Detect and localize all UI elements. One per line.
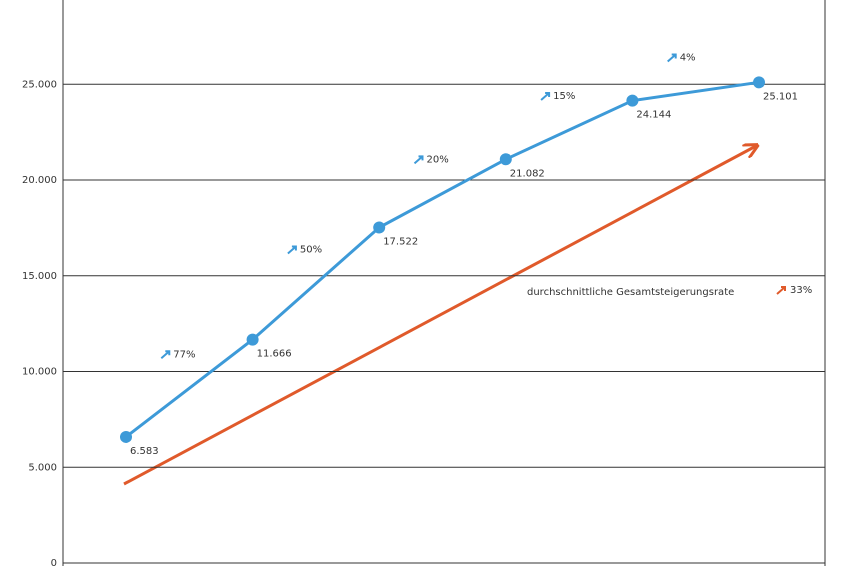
arrow-icon xyxy=(413,155,424,165)
y-tick-label: 5.000 xyxy=(28,462,57,473)
arrow-icon xyxy=(776,286,786,295)
growth-label: 15% xyxy=(553,91,575,102)
average-rate: 33% xyxy=(790,285,812,296)
y-tick-label: 15.000 xyxy=(22,271,57,282)
point xyxy=(373,221,386,234)
data-label: 17.522 xyxy=(383,236,418,247)
line xyxy=(125,80,760,439)
growth-label: 77% xyxy=(173,349,195,360)
point xyxy=(246,333,259,346)
data-label: 25.101 xyxy=(763,91,798,102)
data-label: 11.666 xyxy=(257,349,292,360)
growth-label: 50% xyxy=(300,245,322,256)
arrow-icon xyxy=(667,53,677,63)
y-tick-label: 25.000 xyxy=(22,79,57,90)
trend-arrow xyxy=(123,146,756,486)
average-label: durchschnittliche Gesamtsteigerungsrate xyxy=(527,287,734,298)
arrow-icon xyxy=(160,350,171,360)
data-label: 24.144 xyxy=(636,110,671,121)
point xyxy=(499,153,512,166)
y-tick-label: 20.000 xyxy=(22,175,57,186)
arrow-icon xyxy=(287,245,297,255)
arrow-icon xyxy=(540,91,551,101)
y-tick-label: 0 xyxy=(51,558,57,566)
point xyxy=(753,76,765,89)
y-tick-label: 10.000 xyxy=(22,367,57,378)
data-label: 21.082 xyxy=(510,168,545,179)
point xyxy=(120,430,132,443)
growth-label: 20% xyxy=(427,154,449,165)
data-label: 6.583 xyxy=(130,446,159,457)
growth-label: 4% xyxy=(680,52,696,63)
point xyxy=(626,94,639,107)
